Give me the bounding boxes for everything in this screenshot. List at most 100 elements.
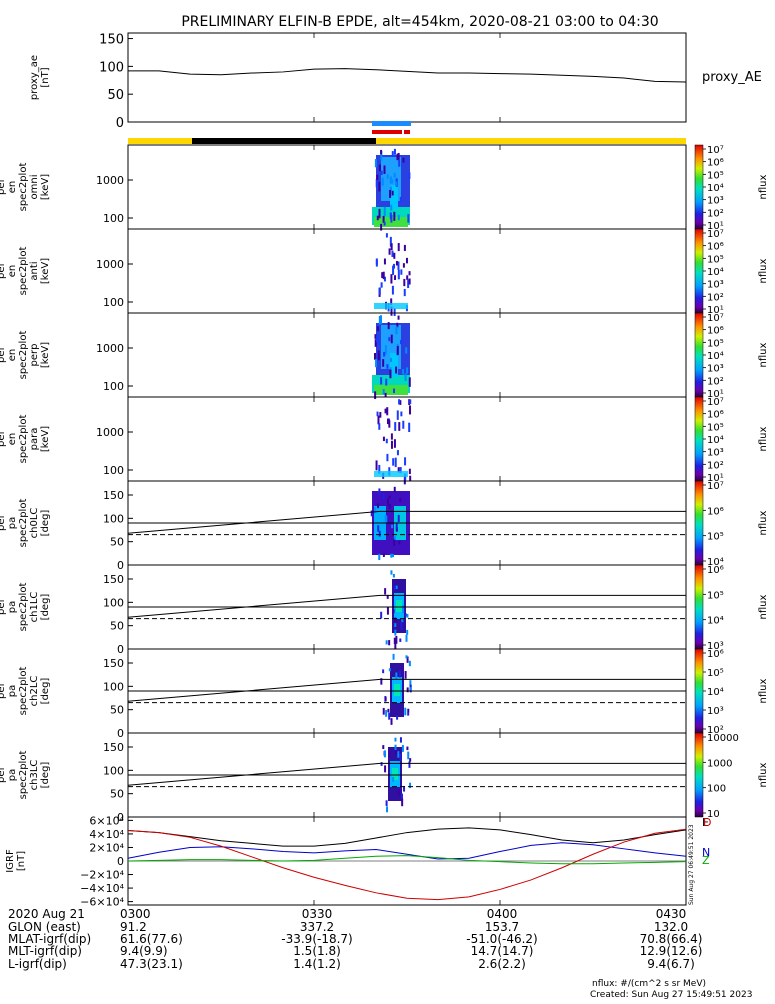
spec-pixel [382,215,385,223]
spec-pixel [381,177,384,186]
orbit-value: 337.2 [300,920,334,934]
loss-cone-curve [127,678,381,702]
panel-ylabel-line: en [7,433,18,446]
spec-pixel [386,174,389,179]
orbit-value: 0330 [302,907,333,921]
spec-pixel [386,453,389,462]
colorbar [694,480,704,566]
spec-pixel [390,433,393,440]
spec-block [374,303,408,309]
colorbar-tick-label: 10⁵ [707,668,724,679]
pa-pixel [401,798,404,807]
panel-ylabel-line: [keV] [40,342,51,368]
orbit-row-label: MLT-igrf(dip) [8,944,82,958]
pa-pixel [406,656,409,663]
panel-en_spec2plot_anti: elbpefenspec2plotanti[keV]100010010⁷10⁶1… [0,228,769,317]
colorbar-tick-label: 10³ [707,448,724,459]
spec-pixel [378,423,381,430]
colorbar [694,144,704,230]
spec-pixel [390,243,393,251]
pa-pixel [397,789,400,796]
spec-pixel [393,172,396,178]
spec-pixel [408,377,411,387]
pa-pixel [400,793,403,799]
ytick-label: −4×10⁴ [80,882,124,895]
colorbar-tick-label: 10⁶ [707,565,724,576]
panel-ylabel-line: [keV] [40,258,51,284]
orbit-value: 0400 [487,907,518,921]
spec-pixel [380,223,383,231]
ytick-label: 50 [110,704,124,717]
orbit-value: 12.9(12.6) [640,944,703,958]
colorbar-tick-label: 10² [707,292,724,303]
panel-ylabel-line: en [7,265,18,278]
spec-pixel [400,339,403,345]
spec-pixel [389,369,392,379]
colorbar-tick-label: 10⁷ [707,229,724,240]
panel-ylabel-line: spec2plot [18,331,29,380]
spec-pixel [395,366,398,374]
colorbar-tick-label: 10⁷ [707,145,724,156]
spec-pixel [382,389,385,395]
spec-pixel [399,400,402,405]
colorbar-tick-label: 10² [707,460,724,471]
pa-pixel [406,746,409,751]
spec-pixel [383,276,386,282]
spec-pixel [380,315,383,325]
colorbar-tick-label: 10¹ [707,305,724,316]
colorbar-tick-label: 10⁶ [707,158,724,169]
orbit-value: 9.4(9.9) [120,944,168,958]
pa-pixel [393,637,396,644]
spec-pixel [376,326,379,332]
pa-pixel [380,611,383,619]
proxy-ae-line [128,68,687,83]
pa-pixel [408,660,411,667]
pa-pixel [401,618,404,623]
spec-pixel [402,420,405,429]
spec-pixel [378,464,381,474]
pa-pixel [407,708,410,713]
ytick-label: 0 [117,811,124,824]
pa-pixel [392,573,395,578]
orbit-value: 70.8(66.4) [640,932,703,946]
spec-pixel [378,181,381,192]
colorbar-tick-label: 10⁷ [707,481,724,492]
pa-pixel [391,524,394,529]
ytick-label: 1000 [96,426,124,439]
spec-pixel [389,236,392,247]
spec-pixel [396,153,399,161]
pa-block [392,768,398,780]
spec-pixel [389,186,392,191]
spec-pixel [397,315,400,320]
ytick-label: 1000 [96,342,124,355]
spec-pixel [404,373,407,382]
spec-pixel [396,450,399,456]
pa-pixel [396,715,399,720]
colorbar-tick-label: 10⁷ [707,313,724,324]
spec-pixel [399,196,402,203]
igrf-series-label: D [703,816,711,829]
pa-pixel [404,707,407,716]
science-zone-bar [372,121,411,126]
colorbar-tick-label: 10⁶ [707,649,724,660]
spec-pixel [390,274,393,284]
panel-en_spec2plot_perp: elbpefenspec2plotperp[keV]100010010⁷10⁶1… [0,312,769,400]
pa-pixel [407,712,410,716]
created-footnote: Created: Sun Aug 27 15:49:51 2023 [590,990,752,1000]
spec-pixel [397,261,400,271]
igrf-series-E [127,827,687,847]
panel-ylabel-line: spec2plot [18,163,29,212]
pa-pixel [382,745,385,750]
colorbar-tick-label: 10³ [707,706,724,717]
spec-block [374,471,408,477]
spec-pixel [380,282,383,288]
spec-pixel [403,288,406,297]
colorbar-tick-label: 10³ [707,364,724,375]
spec-pixel [378,340,381,346]
pa-pixel [378,553,381,561]
spec-pixel [379,412,382,418]
panel-ylabel-line: pef [0,263,7,280]
spec-pixel [396,345,399,355]
spec-pixel [398,399,401,405]
ytick-label: 50 [110,620,124,633]
